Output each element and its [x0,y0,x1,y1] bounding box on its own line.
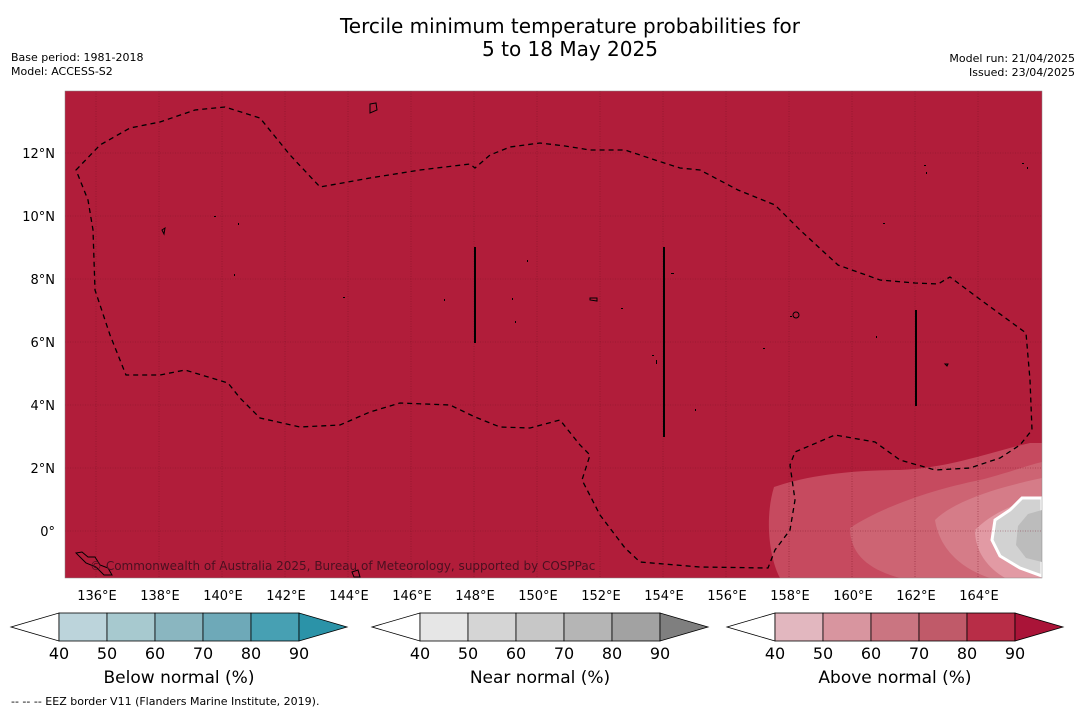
lon-label-156e: 156°E [707,589,747,604]
colorbar-above-min-arrow [725,612,776,642]
colorbar-below-min-arrow [9,612,60,642]
title-line-2: 5 to 18 May 2025 [482,37,658,61]
tick-near-60: 60 [506,644,526,663]
lon-label-138e: 138°E [140,589,180,604]
footnote: -- -- -- EEZ border V11 (Flanders Marine… [11,695,320,708]
colorbar-above-bin-3 [870,612,920,642]
tick-below-50: 50 [97,644,117,663]
island-e [74,551,113,576]
colorbar-above-bin-2 [822,612,872,642]
lon-label-148e: 148°E [455,589,495,604]
map-frame [64,90,1043,579]
lat-label-2n: 2°N [31,462,56,477]
colorbar-near-normal [370,612,710,642]
model-run-text: Model run: 21/04/2025 [949,52,1075,65]
colorbar-near-bin-5 [611,612,661,642]
grid-lines [65,91,1042,578]
lon-labels: 136°E 138°E 140°E 142°E 144°E 146°E 148°… [77,589,999,604]
lon-label-160e: 160°E [833,589,873,604]
colorbar-near-bin-1 [419,612,469,642]
map-copyright: © Commonwealth of Australia 2025, Bureau… [90,559,595,573]
colorbar-above-label: Above normal (%) [818,668,972,688]
lon-label-158e: 158°E [770,589,810,604]
colorbar-below-bin-5 [250,612,300,642]
tick-near-50: 50 [458,644,478,663]
colorbar-below-bin-2 [106,612,156,642]
lat-label-8n: 8°N [31,273,56,288]
tick-above-60: 60 [861,644,881,663]
near-normal-inner [1016,510,1042,562]
colorbar-below-bin-3 [154,612,204,642]
title-line-1: Tercile minimum temperature probabilitie… [339,14,801,38]
lon-label-146e: 146°E [392,589,432,604]
colorbar-near-bin-4 [563,612,613,642]
reef-lines [474,247,917,437]
colorbar-above-normal [725,612,1065,642]
tick-above-50: 50 [813,644,833,663]
base-period-text: Base period: 1981-2018 [11,51,144,64]
tick-near-80: 80 [602,644,622,663]
lon-label-164e: 164°E [959,589,999,604]
tick-near-40: 40 [410,644,430,663]
issued-text: Issued: 23/04/2025 [968,66,1075,79]
tick-above-70: 70 [909,644,929,663]
tick-below-80: 80 [241,644,261,663]
colorbar-above-max-arrow [1014,612,1065,642]
colorbar-below-bin-4 [202,612,252,642]
meta-left: Base period: 1981-2018 Model: ACCESS-S2 [11,51,143,79]
island-d [943,363,949,367]
model-text: Model: ACCESS-S2 [11,65,113,78]
chart-title: Tercile minimum temperature probabilitie… [0,15,1085,61]
lat-label-0: 0° [40,525,55,540]
lat-labels: 12°N 10°N 8°N 6°N 4°N 2°N 0° [22,147,55,540]
lat-label-6n: 6°N [31,336,56,351]
island-c [792,311,800,319]
island-f [351,569,361,578]
lon-label-162e: 162°E [896,589,936,604]
colorbar-near-min-arrow [370,612,421,642]
colorbar-below-max-arrow [298,612,349,642]
tick-below-70: 70 [193,644,213,663]
colorbar-near-bin-3 [515,612,565,642]
island-a [161,226,166,236]
colorbar-above-bin-1 [774,612,824,642]
lon-label-150e: 150°E [518,589,558,604]
tick-near-90: 90 [650,644,670,663]
lat-label-10n: 10°N [22,210,55,225]
colorbar-near-bin-2 [467,612,517,642]
lon-label-142e: 142°E [266,589,306,604]
colorbar-above-ticks: 40 50 60 70 80 90 [765,644,1025,663]
tick-above-40: 40 [765,644,785,663]
tick-above-80: 80 [957,644,977,663]
colorbar-below-normal [9,612,349,642]
colorbar-below-label: Below normal (%) [103,668,255,688]
tick-near-70: 70 [554,644,574,663]
tick-above-90: 90 [1005,644,1025,663]
small-dots [214,163,1028,411]
colorbar-above-bin-4 [918,612,968,642]
island-b [589,297,598,302]
islands [74,102,949,578]
colorbar-below-bin-1 [58,612,108,642]
island-top [369,102,378,114]
lat-label-12n: 12°N [22,147,55,162]
colorbar-below-ticks: 40 50 60 70 80 90 [49,644,309,663]
tick-below-40: 40 [49,644,69,663]
tick-below-90: 90 [289,644,309,663]
colorbar-above-bin-5 [966,612,1016,642]
lon-label-154e: 154°E [644,589,684,604]
colorbar-near-label: Near normal (%) [469,668,611,688]
lon-label-140e: 140°E [203,589,243,604]
colorbar-near-max-arrow [659,612,710,642]
meta-right: Model run: 21/04/2025 Issued: 23/04/2025 [949,52,1075,80]
lat-label-4n: 4°N [31,399,56,414]
lon-label-144e: 144°E [329,589,369,604]
lon-label-152e: 152°E [581,589,621,604]
lon-label-136e: 136°E [77,589,117,604]
colorbar-near-ticks: 40 50 60 70 80 90 [410,644,670,663]
tick-below-60: 60 [145,644,165,663]
